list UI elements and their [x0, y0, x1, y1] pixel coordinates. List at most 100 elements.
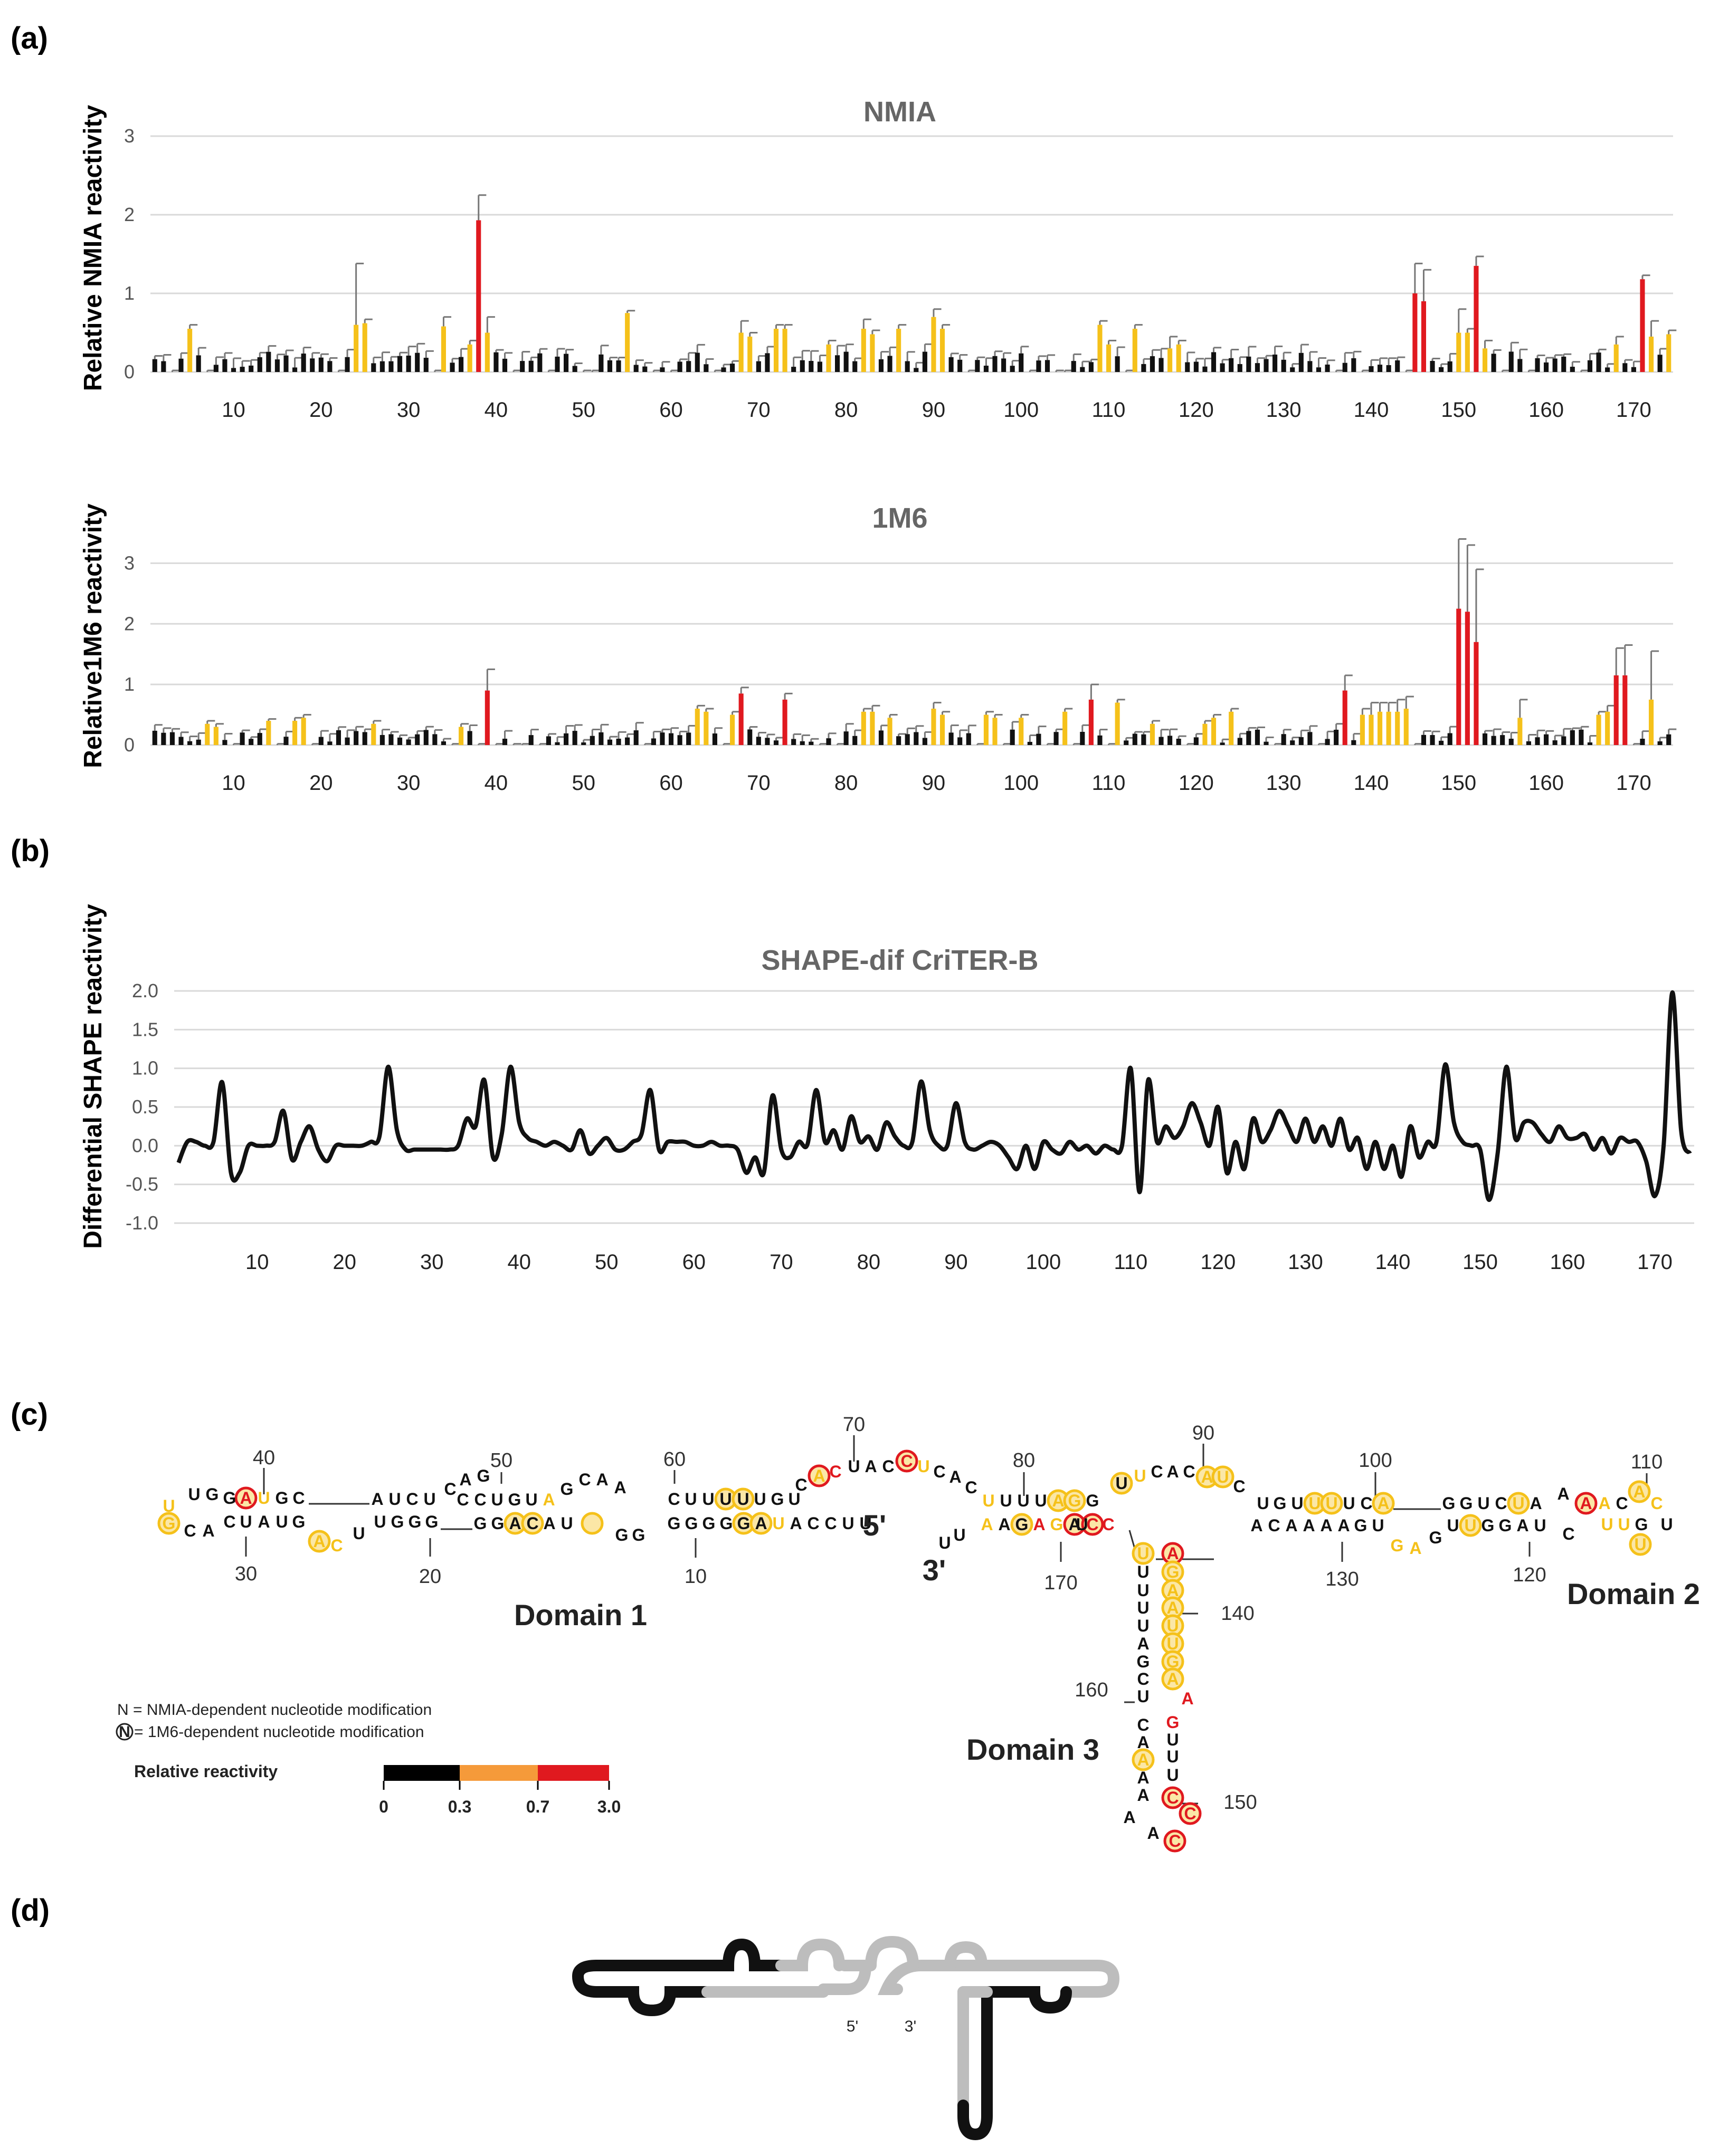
bar: [459, 727, 464, 745]
bar: [826, 344, 831, 372]
bar: [730, 714, 735, 745]
bar: [1596, 714, 1601, 745]
bar: [1351, 358, 1356, 372]
modification-circle: [1161, 1667, 1184, 1691]
bar: [1124, 740, 1129, 745]
schematic-domain1-upper: [591, 1938, 787, 1971]
bar: [887, 356, 892, 372]
bar: [1570, 730, 1575, 745]
legend-swatch-low: [384, 1765, 460, 1781]
bar: [800, 741, 805, 745]
bar: [467, 344, 472, 372]
legend-1m6: = 1M6-dependent nucleotide modification: [134, 1723, 424, 1741]
bar: [1264, 741, 1269, 745]
bar: [152, 359, 157, 372]
schematic-domain2-arc-1: [865, 1935, 919, 1971]
bar: [765, 353, 770, 372]
bar: [169, 732, 175, 745]
nucleotide: G: [615, 1525, 629, 1544]
nucleotide: G: [1429, 1528, 1442, 1547]
bar: [423, 358, 429, 372]
bar: [1141, 734, 1146, 745]
bar: [1421, 301, 1427, 372]
bar: [861, 329, 866, 372]
nucleotide: U: [374, 1512, 386, 1531]
nucleotide: A: [790, 1514, 802, 1533]
bar: [257, 357, 262, 372]
nucleotide: C: [292, 1489, 305, 1508]
nucleotide: G: [561, 1480, 574, 1499]
nucleotide: A: [1137, 1634, 1149, 1653]
bar: [1456, 332, 1461, 372]
bar: [765, 738, 770, 745]
bar: [345, 737, 350, 745]
bar: [1474, 642, 1479, 745]
nucleotide: U: [772, 1514, 784, 1533]
bar: [590, 736, 595, 745]
y-tick-label: -0.5: [126, 1174, 158, 1195]
bar: [1465, 332, 1470, 372]
bar: [388, 734, 394, 745]
nucleotide: A: [1409, 1539, 1421, 1558]
nucleotide: U: [258, 1489, 270, 1508]
bar: [1167, 736, 1173, 745]
legend-circle-icon: [116, 1723, 134, 1741]
bar: [1080, 731, 1085, 745]
bar: [1517, 359, 1523, 372]
bar: [747, 336, 753, 372]
bar: [196, 355, 201, 372]
nucleotide: A: [1250, 1516, 1262, 1535]
bar: [1290, 367, 1295, 372]
nucleotide: U: [1618, 1515, 1630, 1534]
nucleotide: U: [188, 1485, 200, 1504]
nucleotide: C: [526, 1514, 538, 1533]
nucleotide: A: [1598, 1494, 1610, 1513]
nucleotide: A: [543, 1514, 555, 1533]
bar: [1465, 612, 1470, 745]
y-tick-label: 0.0: [132, 1134, 158, 1156]
bar: [1255, 729, 1260, 745]
bar: [379, 734, 385, 745]
bar: [1395, 711, 1400, 745]
legend-nmia: N = NMIA-dependent nucleotide modificati…: [117, 1701, 432, 1719]
bar: [318, 737, 324, 745]
nucleotide: C: [1137, 1670, 1149, 1688]
bar: [1587, 742, 1593, 745]
modification-circle: [521, 1512, 544, 1535]
position-number: 70: [843, 1414, 865, 1436]
nucleotide: C: [933, 1462, 945, 1481]
bar: [843, 731, 849, 745]
y-tick-label: 1.0: [132, 1057, 158, 1079]
bar: [1613, 675, 1619, 745]
nucleotide: U: [1017, 1491, 1029, 1510]
bar: [1596, 352, 1601, 372]
bar: [502, 738, 508, 745]
x-tick-label: 130: [1288, 1251, 1323, 1274]
bar: [336, 730, 341, 745]
nucleotide: U: [1166, 1634, 1179, 1653]
nucleotide: G: [1442, 1494, 1456, 1513]
nucleotide: U: [1134, 1466, 1146, 1485]
nucleotide: U: [788, 1490, 800, 1509]
bar: [1386, 365, 1391, 372]
bar: [677, 361, 682, 372]
nmia-chart-title: NMIA: [863, 96, 936, 128]
bar: [1220, 742, 1225, 745]
nucleotide: G: [409, 1512, 422, 1531]
bar: [773, 329, 779, 372]
nucleotide: C: [965, 1478, 977, 1497]
x-tick-label: 110: [1092, 771, 1126, 795]
bar: [1150, 356, 1155, 372]
bar: [1535, 358, 1540, 372]
y-tick-label: 3: [124, 125, 135, 147]
bar: [537, 353, 543, 372]
bar: [738, 332, 744, 372]
nucleotide: A: [1633, 1482, 1645, 1501]
bar: [948, 732, 954, 745]
x-tick-label: 10: [222, 771, 245, 795]
bar: [1447, 733, 1452, 745]
x-tick-label: 100: [1026, 1251, 1061, 1274]
bar: [1027, 741, 1032, 745]
bar: [1010, 366, 1015, 372]
nucleotide: A: [1147, 1824, 1159, 1843]
